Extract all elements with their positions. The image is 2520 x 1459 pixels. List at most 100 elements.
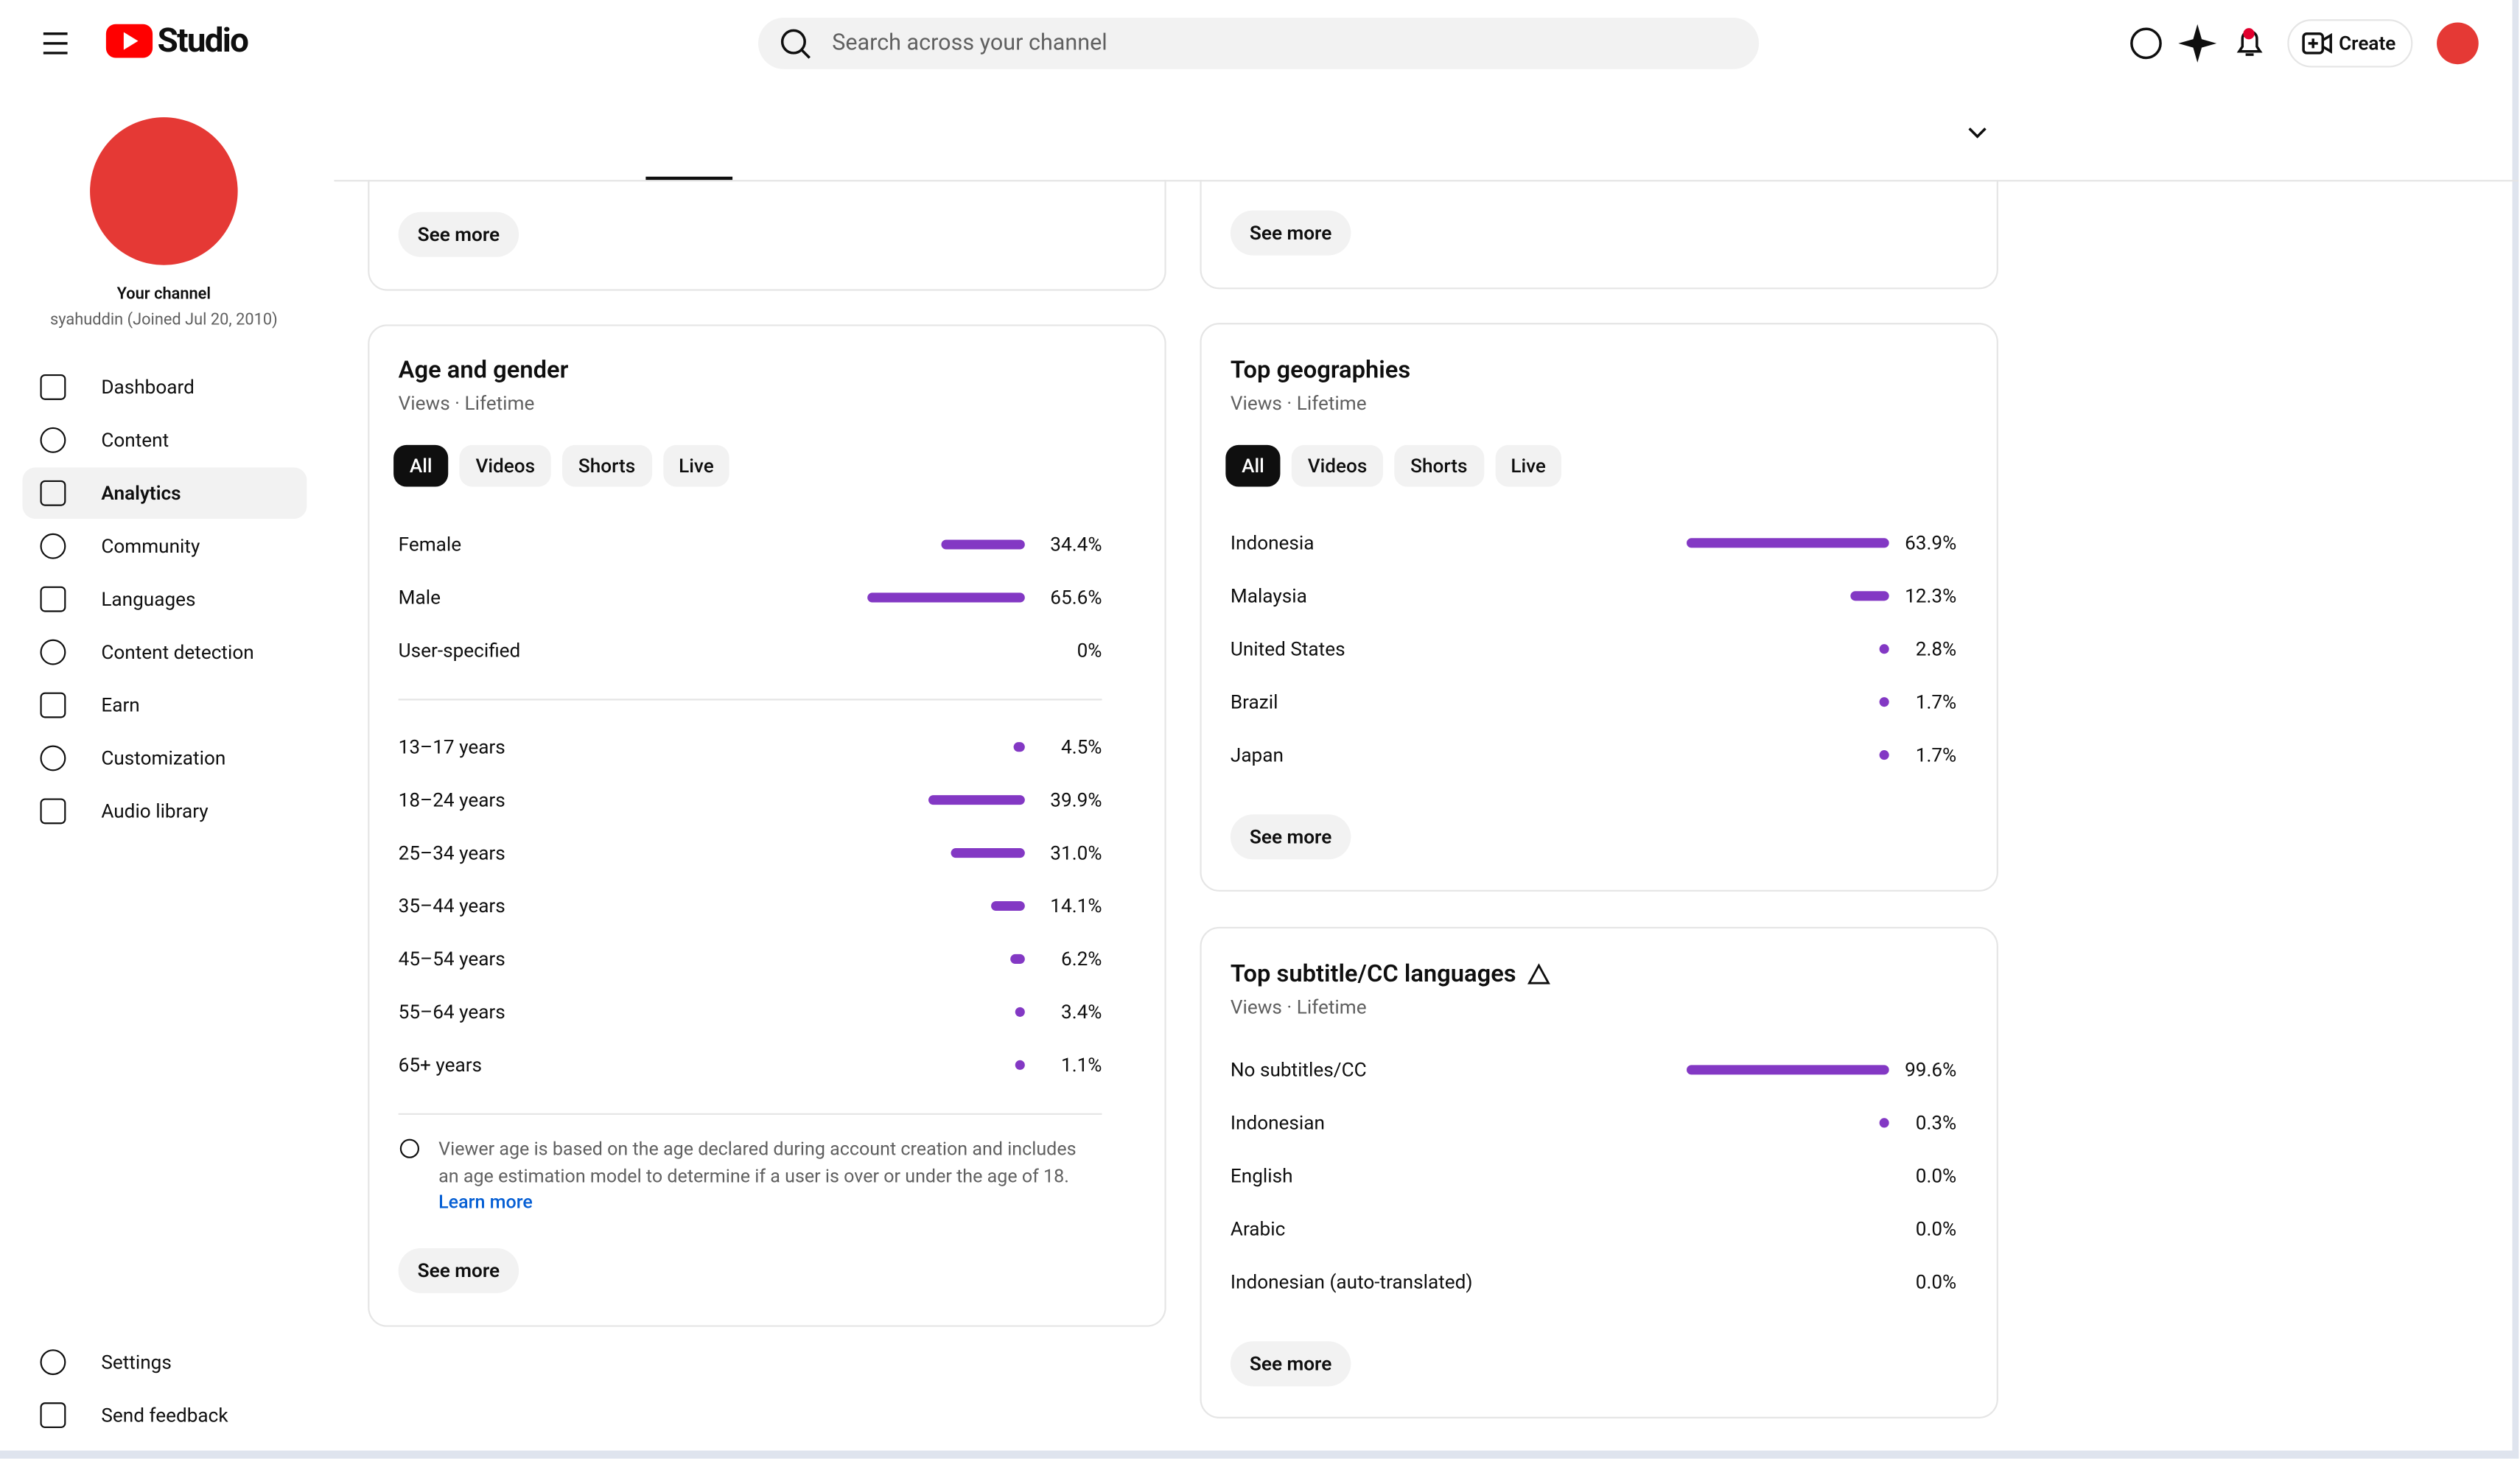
card-subtitle: Views · Lifetime bbox=[1230, 391, 1367, 415]
nav-item[interactable]: Dashboard bbox=[101, 376, 195, 399]
row-value: 1.1% bbox=[1060, 1054, 1102, 1077]
bar bbox=[1687, 538, 1889, 548]
row-label: 35–44 years bbox=[398, 895, 505, 917]
row-value: 63.9% bbox=[1905, 531, 1957, 555]
row-label: Indonesian (auto-translated) bbox=[1230, 1270, 1473, 1293]
nav-icon bbox=[40, 374, 66, 400]
nav-item[interactable]: Analytics bbox=[101, 482, 181, 505]
nav-item[interactable]: Community bbox=[101, 534, 200, 558]
logo-play bbox=[123, 32, 139, 50]
see-more-button[interactable]: See more bbox=[1230, 1341, 1351, 1387]
card bbox=[1200, 323, 1998, 892]
nav-item[interactable]: Settings bbox=[101, 1351, 172, 1374]
bar bbox=[1009, 954, 1025, 964]
row-value: 31.0% bbox=[1050, 842, 1102, 864]
row-value: 2.8% bbox=[1915, 637, 1957, 660]
nav-icon bbox=[40, 480, 66, 506]
row-value: 34.4% bbox=[1050, 533, 1102, 556]
row-label: 65+ years bbox=[398, 1054, 483, 1077]
row-value: 65.6% bbox=[1050, 586, 1102, 609]
bar bbox=[990, 900, 1025, 912]
row-value: 0.0% bbox=[1915, 1217, 1957, 1240]
row-value: 0.0% bbox=[1915, 1164, 1957, 1188]
filter-chip[interactable]: Shorts bbox=[1394, 444, 1484, 487]
nav-icon bbox=[40, 745, 66, 772]
create-icon bbox=[2302, 32, 2325, 55]
tab-cover bbox=[334, 96, 2519, 181]
frame-bottom bbox=[0, 1450, 2519, 1459]
bar bbox=[1014, 742, 1025, 752]
bar bbox=[928, 795, 1025, 805]
bar bbox=[1015, 1060, 1025, 1070]
nav-icon bbox=[40, 798, 66, 825]
nav-item[interactable]: Content bbox=[101, 429, 169, 452]
filter-chip[interactable]: Videos bbox=[459, 444, 551, 487]
row-label: Malaysia bbox=[1230, 584, 1307, 608]
search-box[interactable] bbox=[757, 17, 1760, 69]
row-value: 0.0% bbox=[1915, 1270, 1957, 1293]
bar bbox=[1879, 697, 1889, 707]
age-note: Viewer age is based on the age declared … bbox=[438, 1137, 1077, 1186]
learn-more-link[interactable]: Learn more bbox=[438, 1190, 533, 1213]
filter-chip[interactable]: Live bbox=[662, 444, 730, 487]
channel-avatar[interactable] bbox=[90, 117, 238, 265]
search-icon[interactable] bbox=[780, 29, 806, 55]
bar bbox=[1687, 1065, 1889, 1075]
filter-chip[interactable]: Videos bbox=[1291, 444, 1384, 487]
menu-icon[interactable] bbox=[43, 32, 68, 55]
nav-item[interactable]: Customization bbox=[101, 746, 226, 770]
see-more-button[interactable]: See more bbox=[398, 211, 519, 257]
bar bbox=[950, 848, 1025, 858]
row-label: Male bbox=[398, 586, 441, 609]
row-label: Indonesian bbox=[1230, 1111, 1325, 1135]
nav-item[interactable]: Earn bbox=[101, 693, 140, 717]
nav-item[interactable]: Languages bbox=[101, 587, 196, 611]
see-more-button[interactable]: See more bbox=[1230, 814, 1351, 860]
bar bbox=[1015, 1007, 1025, 1017]
row-value: 4.5% bbox=[1060, 735, 1102, 758]
badge-dot bbox=[2243, 28, 2255, 40]
row-value: 3.4% bbox=[1060, 1001, 1102, 1024]
filter-chip[interactable]: Live bbox=[1494, 444, 1562, 487]
logo-text[interactable]: Studio bbox=[157, 22, 249, 61]
nav-icon bbox=[40, 427, 66, 453]
row-label: 18–24 years bbox=[398, 788, 505, 811]
help-icon[interactable] bbox=[2130, 27, 2162, 60]
see-more-button[interactable]: See more bbox=[398, 1248, 519, 1293]
nav-item[interactable]: Content detection bbox=[101, 640, 254, 664]
row-label: English bbox=[1230, 1164, 1293, 1188]
row-label: Brazil bbox=[1230, 690, 1278, 713]
create-label: Create bbox=[2339, 32, 2396, 55]
nav-item[interactable]: Send feedback bbox=[101, 1404, 228, 1427]
row-value: 39.9% bbox=[1050, 788, 1102, 811]
card-title: Top subtitle/CC languages bbox=[1230, 959, 1516, 988]
row-label: Japan bbox=[1230, 744, 1284, 766]
card-subtitle: Views · Lifetime bbox=[398, 391, 535, 415]
row-label: 55–64 years bbox=[398, 1001, 505, 1024]
filter-chip[interactable]: Shorts bbox=[562, 444, 652, 487]
row-value: 0% bbox=[1077, 639, 1102, 662]
filter-chip[interactable]: All bbox=[393, 444, 449, 487]
bar bbox=[1879, 644, 1889, 654]
row-label: 45–54 years bbox=[398, 948, 505, 970]
filter-chip[interactable]: All bbox=[1225, 444, 1281, 487]
see-more-button[interactable]: See more bbox=[1230, 210, 1351, 256]
account-avatar[interactable] bbox=[2437, 22, 2479, 65]
frame-right bbox=[2512, 0, 2519, 1459]
nav-icon bbox=[40, 692, 66, 718]
nav-item[interactable]: Audio library bbox=[101, 800, 209, 823]
nav-icon bbox=[40, 586, 66, 612]
card-title: Age and gender bbox=[398, 354, 569, 385]
row-label: United States bbox=[1230, 637, 1345, 660]
row-value: 1.7% bbox=[1915, 744, 1957, 766]
create-button[interactable] bbox=[2287, 19, 2413, 68]
card bbox=[368, 324, 1166, 1327]
filter-chips: All Videos Shorts Live bbox=[1225, 444, 1562, 487]
row-value: 99.6% bbox=[1905, 1058, 1957, 1082]
search-placeholder: Search across your channel bbox=[832, 30, 1107, 57]
date-chevron[interactable] bbox=[1968, 127, 1987, 139]
card bbox=[1200, 926, 1998, 1418]
row-label: 25–34 years bbox=[398, 842, 505, 864]
ai-icon[interactable] bbox=[2178, 24, 2217, 63]
